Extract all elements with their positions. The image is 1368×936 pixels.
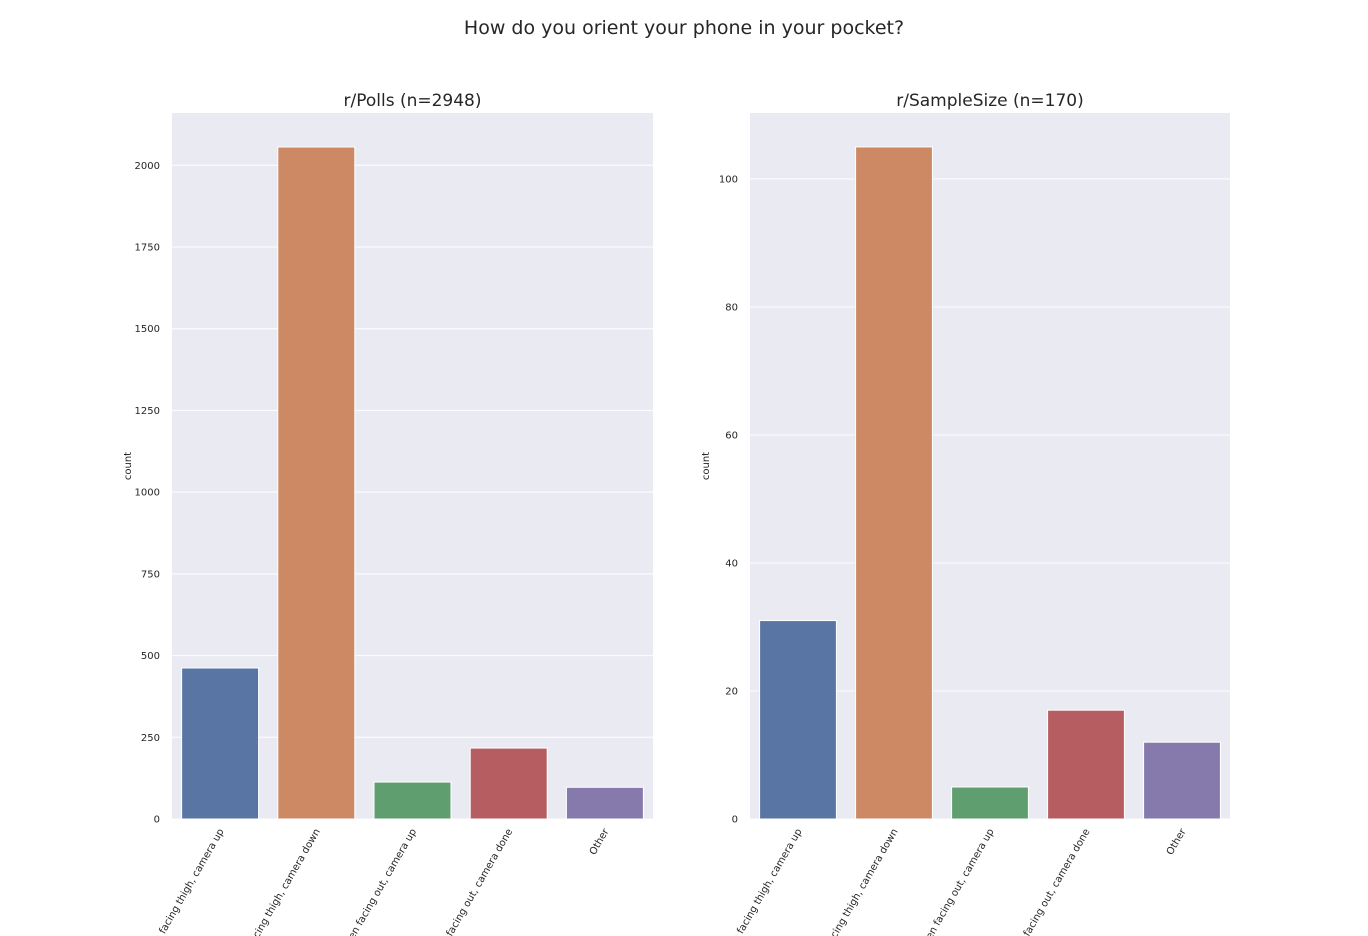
x-tick-label: acing thigh, camera down (248, 827, 323, 936)
y-tick-label: 750 (141, 569, 160, 580)
x-tick-label: acing thigh, camera down (826, 827, 901, 936)
y-tick-label: 2000 (135, 161, 160, 172)
bar (277, 146, 356, 820)
y-tick-label: 1500 (135, 324, 160, 335)
y-tick-label: 80 (725, 302, 738, 313)
y-tick-label: 1000 (135, 488, 160, 499)
x-tick-label: en facing out, camera up (347, 827, 419, 936)
figure-suptitle: How do you orient your phone in your poc… (464, 17, 904, 39)
y-tick-label: 100 (719, 174, 738, 185)
x-tick-label: facing out, camera done (1022, 827, 1093, 936)
y-tick-label: 0 (732, 815, 738, 826)
bar (951, 786, 1029, 820)
y-tick-label: 1250 (135, 406, 160, 417)
y-tick-label: 60 (725, 430, 738, 441)
y-axis-label: count (701, 452, 712, 480)
bar (759, 620, 837, 820)
bar (1047, 709, 1125, 820)
x-tick-label: facing out, camera done (445, 827, 516, 936)
subplot-samplesize: r/SampleSize (n=170) count 0 20 40 60 80 100 n f… (701, 91, 1230, 936)
y-tick-label: 20 (725, 686, 738, 697)
y-axis-label: count (123, 452, 134, 480)
y-tick-label: 1750 (135, 243, 160, 254)
subplot-title: r/SampleSize (n=170) (896, 91, 1084, 111)
bar (855, 146, 933, 820)
x-tick-label: n facing thigh, camera up (731, 827, 805, 936)
y-tick-label: 40 (725, 558, 738, 569)
x-tick-label: Other (588, 826, 612, 857)
bar (565, 786, 644, 820)
x-tick-label: Other (1165, 826, 1189, 857)
bar (1143, 741, 1221, 820)
y-tick-label: 500 (141, 651, 160, 662)
x-tick-label: n facing thigh, camera up (153, 827, 227, 936)
y-tick-label: 0 (154, 815, 160, 826)
bar (181, 667, 260, 820)
x-tick-label: en facing out, camera up (924, 827, 996, 936)
subplot-title: r/Polls (n=2948) (343, 91, 481, 111)
y-tick-label: 250 (141, 733, 160, 744)
bar (469, 747, 548, 820)
subplot-polls: r/Polls (n=2948) count 0 250 500 750 1000 1250 1… (123, 91, 653, 936)
bar (373, 781, 452, 820)
